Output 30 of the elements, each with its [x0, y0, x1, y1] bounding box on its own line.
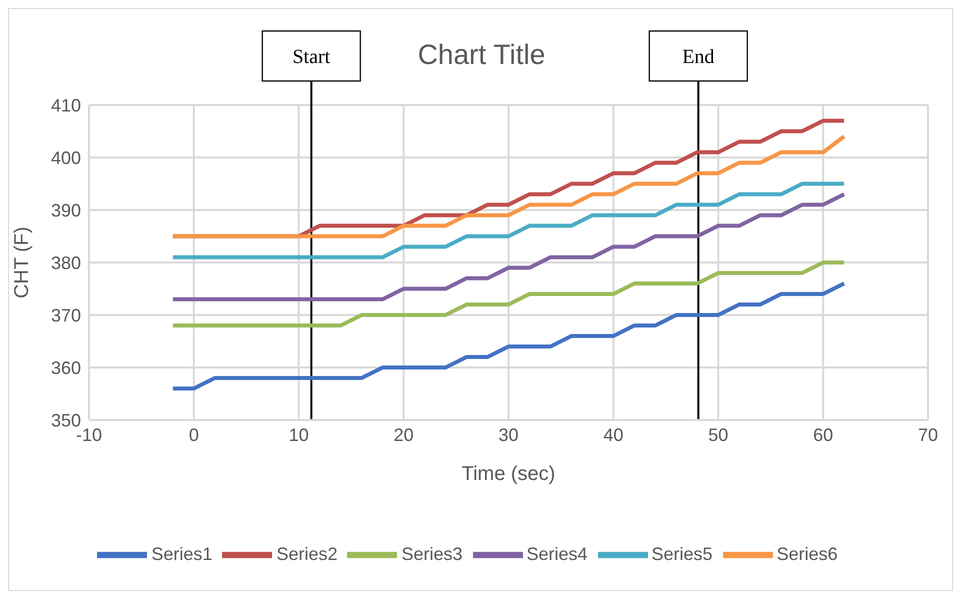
y-tick-label: 380 — [50, 252, 81, 273]
x-tick-label: 30 — [498, 424, 519, 445]
legend-label: Series4 — [526, 544, 588, 564]
legend-label: Series6 — [776, 544, 838, 564]
y-axis-title: CHT (F) — [11, 226, 34, 298]
chart-title: Chart Title — [418, 39, 546, 70]
y-tick-label: 370 — [50, 305, 81, 326]
line-series — [170, 192, 846, 302]
x-tick-label: 0 — [188, 424, 199, 445]
x-tick-label: 20 — [394, 424, 414, 445]
y-tick-label: 400 — [50, 148, 81, 168]
ref-line-label: End — [682, 46, 714, 68]
line-series — [170, 182, 846, 260]
y-tick-label: 350 — [50, 410, 81, 430]
x-axis-title: Time (sec) — [462, 463, 556, 485]
legend-label: Series5 — [652, 544, 713, 564]
ref-line-label: Start — [292, 46, 331, 68]
y-tick-label: 360 — [50, 358, 81, 378]
x-tick-label: 70 — [918, 424, 938, 445]
y-tick-label: 390 — [50, 200, 81, 220]
x-tick-label: 60 — [813, 424, 834, 445]
x-tick-label: 50 — [708, 424, 728, 445]
x-tick-label: 10 — [288, 424, 309, 445]
legend-label: Series2 — [276, 544, 338, 564]
legend-label: Series1 — [151, 544, 212, 564]
line-series — [170, 260, 846, 328]
line-series — [170, 282, 846, 390]
legend-label: Series3 — [401, 544, 462, 564]
y-tick-label: 410 — [50, 95, 81, 116]
x-tick-label: 40 — [603, 424, 624, 445]
